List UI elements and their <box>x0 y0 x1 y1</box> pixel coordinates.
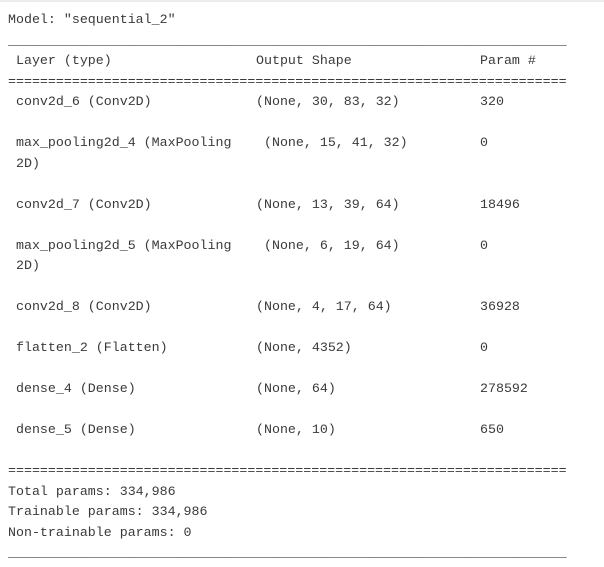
output-shape-cell: (None, 15, 41, 32) <box>256 135 408 150</box>
divider-underscore-top: ________________________________________… <box>8 32 567 48</box>
param-cell: 36928 <box>480 299 520 314</box>
layer-cell: conv2d_6 (Conv2D) <box>8 94 152 109</box>
table-row: conv2d_7 (Conv2D) (None, 13, 39, 64) 184… <box>8 195 604 216</box>
output-shape-cell: (None, 4, 17, 64) <box>256 299 392 314</box>
layer-cell: conv2d_8 (Conv2D) <box>8 299 152 314</box>
table-row: max_pooling2d_4 (MaxPooling 2D) (None, 1… <box>8 133 604 174</box>
param-cell: 278592 <box>480 381 528 396</box>
output-shape-cell: (None, 13, 39, 64) <box>256 196 400 212</box>
non-trainable-params: Non-trainable params: 0 <box>8 524 192 540</box>
output-shape-cell: (None, 6, 19, 64) <box>256 237 400 253</box>
table-row: conv2d_6 (Conv2D) (None, 30, 83, 32) 320 <box>8 92 604 113</box>
total-params: Total params: 334,986 <box>8 483 176 499</box>
param-cell: 0 <box>480 237 488 253</box>
trainable-params: Trainable params: 334,986 <box>8 504 208 519</box>
header-output-shape: Output Shape <box>256 53 352 68</box>
layer-cell: flatten_2 (Flatten) <box>8 340 168 355</box>
param-cell: 18496 <box>480 196 520 212</box>
layer-cell: max_pooling2d_4 (MaxPooling 2D) <box>15 135 232 171</box>
table-row: dense_4 (Dense) (None, 64) 278592 <box>8 379 604 400</box>
param-cell: 0 <box>480 135 488 150</box>
header-param-count: Param # <box>480 53 536 68</box>
header-layer-type: Layer (type) <box>8 53 112 68</box>
param-cell: 0 <box>480 340 488 355</box>
divider-equals-header: ========================================… <box>8 73 567 89</box>
layer-cell: dense_5 (Dense) <box>8 422 136 437</box>
layer-cell: conv2d_7 (Conv2D) <box>8 196 152 212</box>
divider-underscore-bottom: ________________________________________… <box>8 545 567 560</box>
output-shape-cell: (None, 30, 83, 32) <box>256 94 400 109</box>
output-shape-cell: (None, 64) <box>256 381 336 396</box>
table-row: conv2d_8 (Conv2D) (None, 4, 17, 64) 3692… <box>8 297 604 318</box>
param-cell: 320 <box>480 94 504 109</box>
table-header-row: Layer (type) Output Shape Param # <box>8 51 604 72</box>
table-row: dense_5 (Dense) (None, 10) 650 <box>8 420 604 441</box>
top-border <box>0 0 604 2</box>
divider-equals-footer: ========================================… <box>8 463 567 478</box>
param-cell: 650 <box>480 422 504 437</box>
output-shape-cell: (None, 10) <box>256 422 336 437</box>
output-shape-cell: (None, 4352) <box>256 340 352 355</box>
layer-cell: dense_4 (Dense) <box>8 381 136 396</box>
table-row: max_pooling2d_5 (MaxPooling 2D) (None, 6… <box>8 236 604 277</box>
table-row: flatten_2 (Flatten) (None, 4352) 0 <box>8 338 604 359</box>
layer-cell: max_pooling2d_5 (MaxPooling 2D) <box>15 237 232 274</box>
model-title: Model: "sequential_2" <box>8 12 176 27</box>
